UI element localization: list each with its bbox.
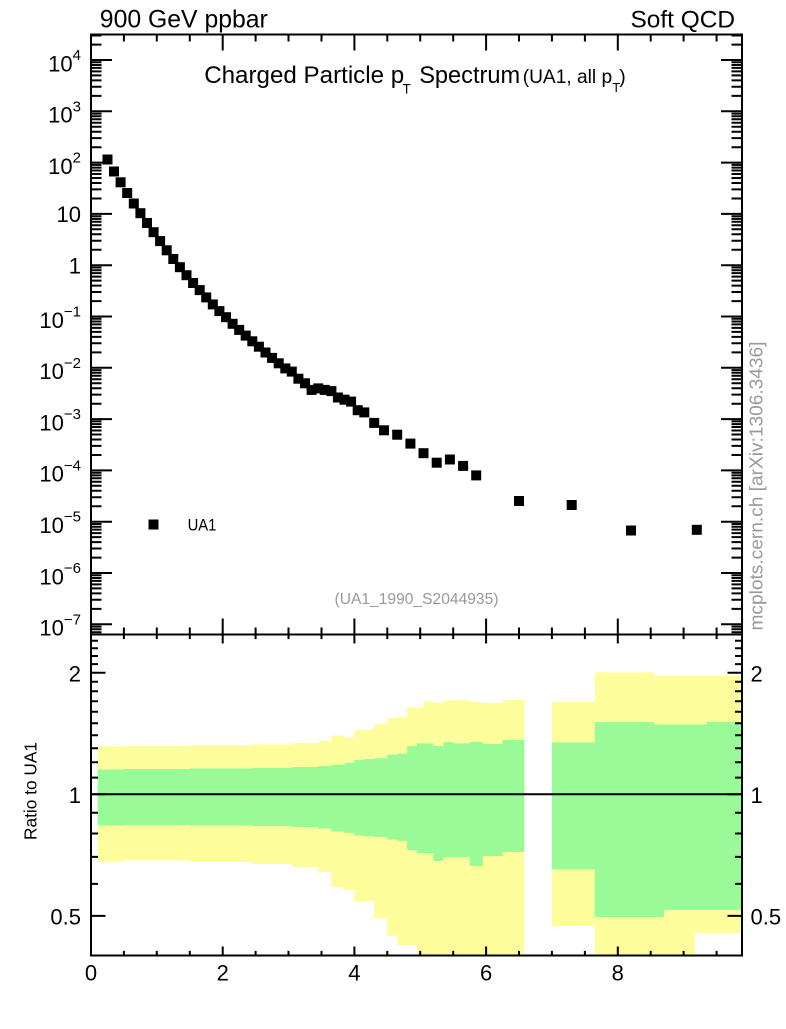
- svg-text:UA1: UA1: [188, 516, 217, 534]
- svg-text:mcplots.cern.ch [arXiv:1306.34: mcplots.cern.ch [arXiv:1306.3436]: [747, 342, 767, 631]
- svg-text:T: T: [403, 81, 411, 96]
- svg-text:1: 1: [69, 783, 81, 808]
- svg-text:0: 0: [85, 961, 97, 986]
- svg-text:2: 2: [217, 961, 229, 986]
- svg-text:900 GeV ppbar: 900 GeV ppbar: [100, 6, 268, 33]
- svg-text:Soft QCD: Soft QCD: [631, 6, 736, 33]
- svg-text:Spectrum: Spectrum: [419, 62, 520, 89]
- svg-text:6: 6: [480, 961, 492, 986]
- svg-text:10: 10: [57, 202, 81, 227]
- svg-text:Charged Particle p: Charged Particle p: [204, 62, 404, 89]
- svg-text:T: T: [612, 80, 620, 95]
- svg-text:4: 4: [348, 961, 360, 986]
- svg-text:(UA1_1990_S2044935): (UA1_1990_S2044935): [335, 591, 499, 608]
- svg-text:2: 2: [751, 661, 763, 686]
- svg-text:0.5: 0.5: [50, 905, 81, 930]
- svg-text:(UA1, all p: (UA1, all p: [523, 66, 613, 88]
- svg-text:): ): [619, 66, 625, 88]
- svg-text:1: 1: [69, 254, 81, 279]
- svg-text:2: 2: [69, 661, 81, 686]
- svg-text:1: 1: [751, 783, 763, 808]
- svg-text:Ratio to UA1: Ratio to UA1: [21, 742, 41, 840]
- svg-text:0.5: 0.5: [751, 905, 782, 930]
- svg-text:8: 8: [612, 961, 624, 986]
